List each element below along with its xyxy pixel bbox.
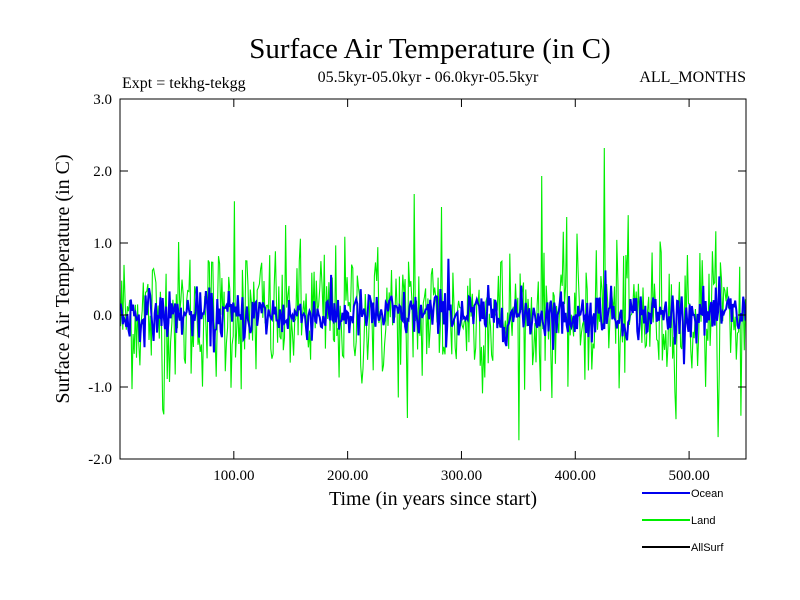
series-line-land xyxy=(120,147,746,441)
y-tick-label: -1.0 xyxy=(88,380,112,396)
y-tick-label: 0.0 xyxy=(93,308,112,324)
legend-label-land: Land xyxy=(691,515,715,527)
x-tick-label: 500.00 xyxy=(668,468,709,484)
y-tick-label: 2.0 xyxy=(93,164,112,180)
series-line-ocean xyxy=(119,258,747,365)
legend-label-allsurf: AllSurf xyxy=(691,542,724,554)
chart-subtitle-center: 05.5kyr-05.0kyr - 06.0kyr-05.5kyr xyxy=(318,69,539,86)
x-tick-label: 400.00 xyxy=(555,468,596,484)
y-tick-label: 1.0 xyxy=(93,236,112,252)
chart-subtitle-right: ALL_MONTHS xyxy=(639,69,746,86)
legend: Ocean Land AllSurf xyxy=(642,488,724,554)
x-tick-label: 200.00 xyxy=(327,468,368,484)
axes: -2.0 -1.0 0.0 1.0 2.0 3.0 100.00 200.00 300.00 40… xyxy=(88,92,746,484)
y-tick-label: 3.0 xyxy=(93,92,112,108)
x-tick-label: 100.00 xyxy=(213,468,254,484)
x-axis-label: Time (in years since start) xyxy=(329,488,537,510)
chart-title: Surface Air Temperature (in C) xyxy=(249,33,610,65)
chart-subtitle-left: Expt = tekhg-tekgg xyxy=(122,75,246,92)
y-tick-label: -2.0 xyxy=(88,452,112,468)
plot-area xyxy=(119,147,747,441)
plot-frame xyxy=(119,98,747,460)
y-axis-label: Surface Air Temperature (in C) xyxy=(52,154,74,403)
x-tick-label: 300.00 xyxy=(441,468,482,484)
legend-label-ocean: Ocean xyxy=(691,488,723,500)
